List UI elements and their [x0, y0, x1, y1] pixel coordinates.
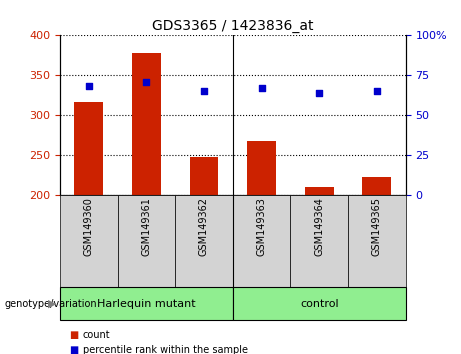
Bar: [290, 195, 348, 287]
Point: [373, 88, 381, 94]
Point: [258, 85, 266, 91]
Bar: [362, 177, 391, 195]
Bar: [189, 157, 219, 195]
Point: [85, 84, 92, 89]
Point: [200, 88, 207, 94]
Bar: [348, 195, 406, 287]
Bar: [60, 287, 233, 320]
Bar: [132, 53, 161, 195]
Bar: [233, 195, 290, 287]
Text: control: control: [300, 298, 338, 309]
Point: [142, 79, 150, 84]
Bar: [118, 195, 175, 287]
Text: ■: ■: [69, 330, 78, 339]
Bar: [305, 187, 334, 195]
Bar: [74, 102, 103, 195]
Text: GSM149364: GSM149364: [314, 198, 324, 256]
Text: count: count: [83, 330, 111, 339]
Bar: [60, 195, 118, 287]
Text: Harlequin mutant: Harlequin mutant: [97, 298, 195, 309]
Bar: [233, 287, 406, 320]
Text: GSM149361: GSM149361: [142, 198, 151, 256]
Text: ▶: ▶: [48, 298, 57, 309]
Text: percentile rank within the sample: percentile rank within the sample: [83, 346, 248, 354]
Text: GSM149360: GSM149360: [84, 198, 94, 256]
Text: genotype/variation: genotype/variation: [5, 298, 97, 309]
Bar: [247, 141, 276, 195]
Title: GDS3365 / 1423836_at: GDS3365 / 1423836_at: [152, 19, 313, 33]
Text: ■: ■: [69, 346, 78, 354]
Point: [315, 90, 323, 96]
Bar: [175, 195, 233, 287]
Text: GSM149362: GSM149362: [199, 198, 209, 256]
Text: GSM149365: GSM149365: [372, 198, 382, 256]
Text: GSM149363: GSM149363: [257, 198, 266, 256]
